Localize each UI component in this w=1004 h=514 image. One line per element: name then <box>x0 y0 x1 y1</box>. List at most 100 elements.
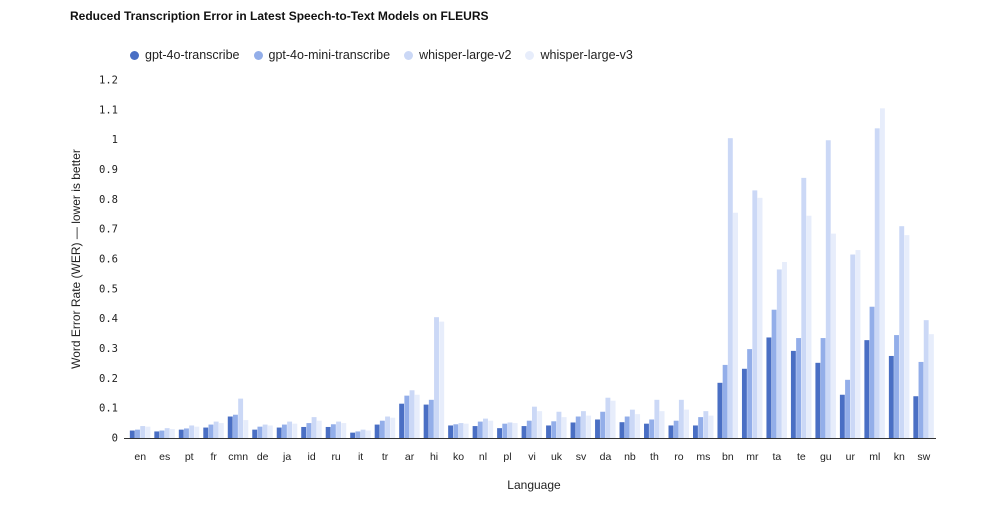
bar-ta-2 <box>776 269 782 438</box>
bar-ta-1 <box>771 309 777 438</box>
bar-gu-2 <box>825 140 831 438</box>
bar-uk-1 <box>551 421 557 438</box>
x-tick-label: uk <box>551 451 563 463</box>
bar-en-2 <box>140 426 146 438</box>
bar-de-3 <box>267 425 273 438</box>
bar-id-3 <box>316 420 322 438</box>
bar-cmn-1 <box>232 414 238 438</box>
bar-ml-0 <box>864 340 870 438</box>
bar-da-0 <box>595 419 600 438</box>
x-tick-label: ar <box>405 451 415 463</box>
bar-ru-1 <box>330 424 336 438</box>
bar-ur-3 <box>855 250 861 438</box>
x-tick-label: es <box>159 451 170 463</box>
bar-en-0 <box>129 430 135 438</box>
legend-item-2: whisper-large-v2 <box>404 48 511 62</box>
legend-swatch <box>404 50 414 60</box>
x-tick-label: tr <box>382 451 389 463</box>
bar-nl-3 <box>488 420 494 438</box>
bar-sw-1 <box>918 361 924 438</box>
bar-ms-3 <box>708 415 714 438</box>
bar-ko-2 <box>458 423 464 438</box>
bar-tr-2 <box>385 416 390 438</box>
bar-es-3 <box>169 429 175 438</box>
bar-tr-3 <box>390 417 396 438</box>
bar-hi-0 <box>423 404 429 438</box>
x-tick-label: gu <box>820 451 832 463</box>
bar-nb-1 <box>624 416 630 438</box>
bar-kn-3 <box>904 235 910 438</box>
y-tick-label: 0.4 <box>99 313 118 325</box>
bar-fr-1 <box>208 424 214 438</box>
x-tick-label: fr <box>210 451 217 463</box>
bar-es-0 <box>154 431 160 438</box>
chart-title: Reduced Transcription Error in Latest Sp… <box>70 9 489 23</box>
y-tick-label: 0.7 <box>99 224 118 236</box>
bar-es-1 <box>159 430 165 438</box>
bar-ru-0 <box>325 426 331 438</box>
bar-sv-0 <box>570 422 576 438</box>
bar-ja-0 <box>276 427 282 438</box>
bar-sw-3 <box>928 334 934 438</box>
bar-pt-0 <box>178 429 184 438</box>
y-tick-label: 1 <box>112 134 118 146</box>
bar-ko-0 <box>448 425 454 438</box>
bar-de-0 <box>252 429 258 438</box>
x-tick-label: ms <box>696 451 710 463</box>
bar-ru-3 <box>341 423 347 438</box>
bar-it-0 <box>350 432 356 438</box>
bar-ur-0 <box>839 394 845 438</box>
bar-ja-3 <box>292 423 298 438</box>
bar-th-0 <box>644 423 649 438</box>
bar-it-3 <box>365 430 371 438</box>
x-tick-label: da <box>600 451 612 463</box>
x-tick-label: nb <box>624 451 636 463</box>
bar-ko-3 <box>463 423 469 438</box>
y-tick-label: 0.5 <box>99 283 118 295</box>
bar-de-2 <box>262 424 268 438</box>
x-tick-label: pl <box>503 451 511 463</box>
bar-ro-2 <box>678 399 684 438</box>
x-tick-label: de <box>257 451 269 463</box>
x-tick-label: sv <box>576 451 587 463</box>
x-tick-label: nl <box>479 451 487 463</box>
bar-ro-1 <box>673 420 679 438</box>
legend-item-1: gpt-4o-mini-transcribe <box>253 48 390 62</box>
bar-bn-1 <box>722 364 728 438</box>
bar-ar-2 <box>409 390 415 438</box>
bar-pl-2 <box>507 422 513 438</box>
bar-ur-2 <box>850 254 856 438</box>
bar-th-3 <box>659 411 665 438</box>
bar-uk-3 <box>561 417 567 438</box>
bar-ms-2 <box>703 411 709 438</box>
x-tick-label: en <box>134 451 146 463</box>
bar-de-1 <box>257 426 263 438</box>
bar-hi-3 <box>439 321 445 438</box>
bar-te-3 <box>806 215 812 438</box>
bar-gu-1 <box>820 338 826 438</box>
bar-ml-2 <box>874 128 880 438</box>
y-tick-label: 1.2 <box>99 75 118 87</box>
bar-es-2 <box>164 428 170 438</box>
bar-vi-1 <box>526 420 532 438</box>
bar-te-1 <box>796 338 802 438</box>
bar-hi-2 <box>434 317 439 438</box>
x-tick-label: ur <box>846 451 856 463</box>
bar-pl-0 <box>497 428 503 438</box>
bar-tr-0 <box>374 424 380 438</box>
bar-cmn-2 <box>238 398 244 438</box>
bar-kn-1 <box>894 335 899 438</box>
bar-ko-1 <box>453 424 459 438</box>
bar-id-0 <box>301 426 307 438</box>
bar-mr-3 <box>757 197 763 438</box>
bar-mr-1 <box>747 349 753 438</box>
bar-nl-1 <box>477 421 483 438</box>
bar-vi-0 <box>521 426 527 438</box>
bar-nb-0 <box>619 422 625 438</box>
bar-gu-0 <box>815 362 821 438</box>
bar-tr-1 <box>379 420 385 438</box>
bar-nb-3 <box>635 414 641 438</box>
bar-en-3 <box>145 426 151 438</box>
bar-nl-0 <box>472 426 478 438</box>
